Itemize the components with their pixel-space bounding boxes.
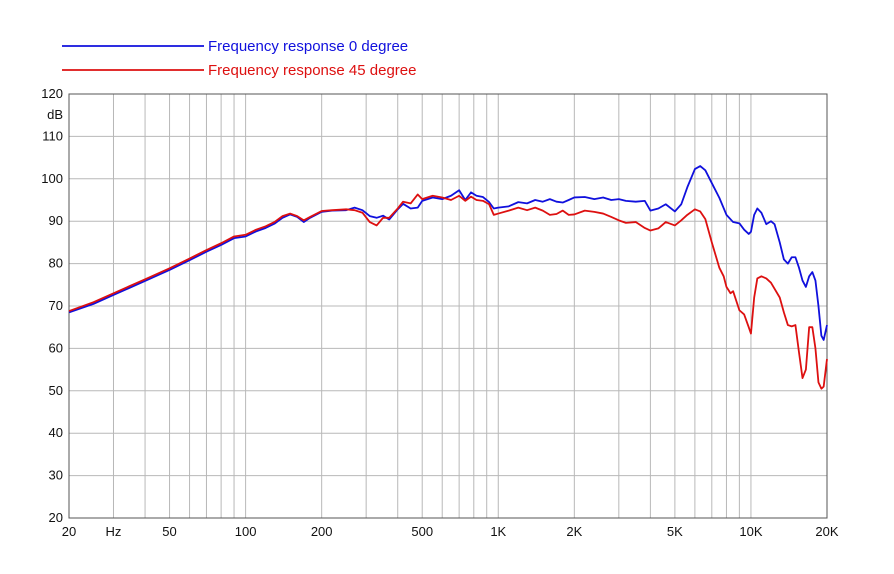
y-axis-label: dB: [47, 107, 63, 122]
x-tick-label: 500: [411, 524, 433, 539]
y-tick-label: 90: [49, 213, 63, 228]
legend-label-0: Frequency response 0 degree: [208, 38, 408, 55]
y-tick-label: 40: [49, 425, 63, 440]
x-tick-label: 100: [235, 524, 257, 539]
x-tick-label: 50: [162, 524, 176, 539]
x-tick-label: 20K: [815, 524, 838, 539]
x-tick-label: 200: [311, 524, 333, 539]
x-tick-label: 2K: [566, 524, 582, 539]
legend-label-1: Frequency response 45 degree: [208, 62, 416, 79]
series-line-0: [68, 165, 828, 341]
x-axis: 20 Hz 50 100 200 500 1K 2K 5K 10K 20K: [62, 524, 839, 539]
x-tick-label: Hz: [106, 524, 122, 539]
y-tick-label: 80: [49, 256, 63, 271]
grid: [69, 94, 827, 518]
series-layer: [68, 165, 828, 390]
series-line-1: [68, 193, 828, 390]
x-tick-label: 10K: [739, 524, 762, 539]
plot-border: [68, 93, 828, 519]
y-tick-label: 110: [42, 128, 63, 143]
y-axis: 20 30 40 50 60 70 80 90 100 110 120: [41, 86, 63, 525]
y-tick-label: 60: [49, 340, 63, 355]
y-tick-label: 30: [49, 468, 63, 483]
y-tick-label: 20: [49, 510, 63, 525]
y-tick-label: 100: [41, 171, 63, 186]
x-tick-label: 5K: [667, 524, 683, 539]
legend: Frequency response 0 degree Frequency res…: [62, 38, 416, 79]
x-tick-label: 1K: [490, 524, 506, 539]
y-tick-label: 50: [49, 383, 63, 398]
y-tick-label: 120: [41, 86, 63, 101]
x-tick-label: 20: [62, 524, 76, 539]
y-tick-label: 70: [49, 298, 63, 313]
